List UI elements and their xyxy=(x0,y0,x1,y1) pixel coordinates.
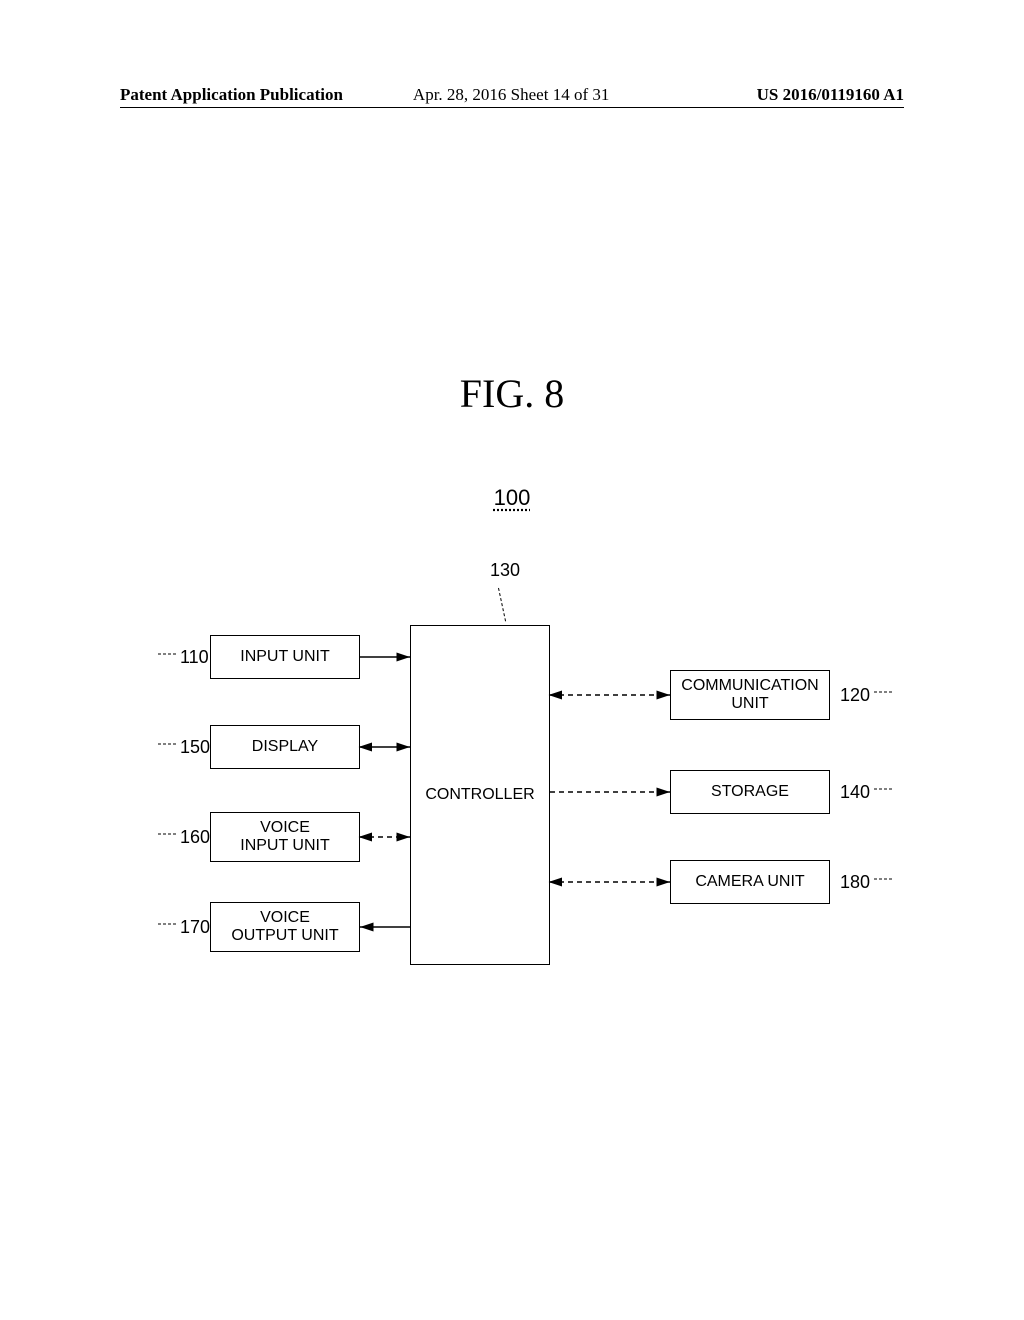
page-header: Patent Application Publication Apr. 28, … xyxy=(120,85,904,108)
header-mid: Apr. 28, 2016 Sheet 14 of 31 xyxy=(413,85,609,105)
header-left: Patent Application Publication xyxy=(120,85,343,105)
header-right: US 2016/0119160 A1 xyxy=(757,85,904,105)
figure-title: FIG. 8 xyxy=(0,370,1024,417)
diagram-arrows xyxy=(150,570,880,990)
figure-main-ref: 100 xyxy=(0,485,1024,511)
block-diagram: 130 CONTROLLER 110 INPUT UNIT 150 DISPLA… xyxy=(150,570,880,990)
